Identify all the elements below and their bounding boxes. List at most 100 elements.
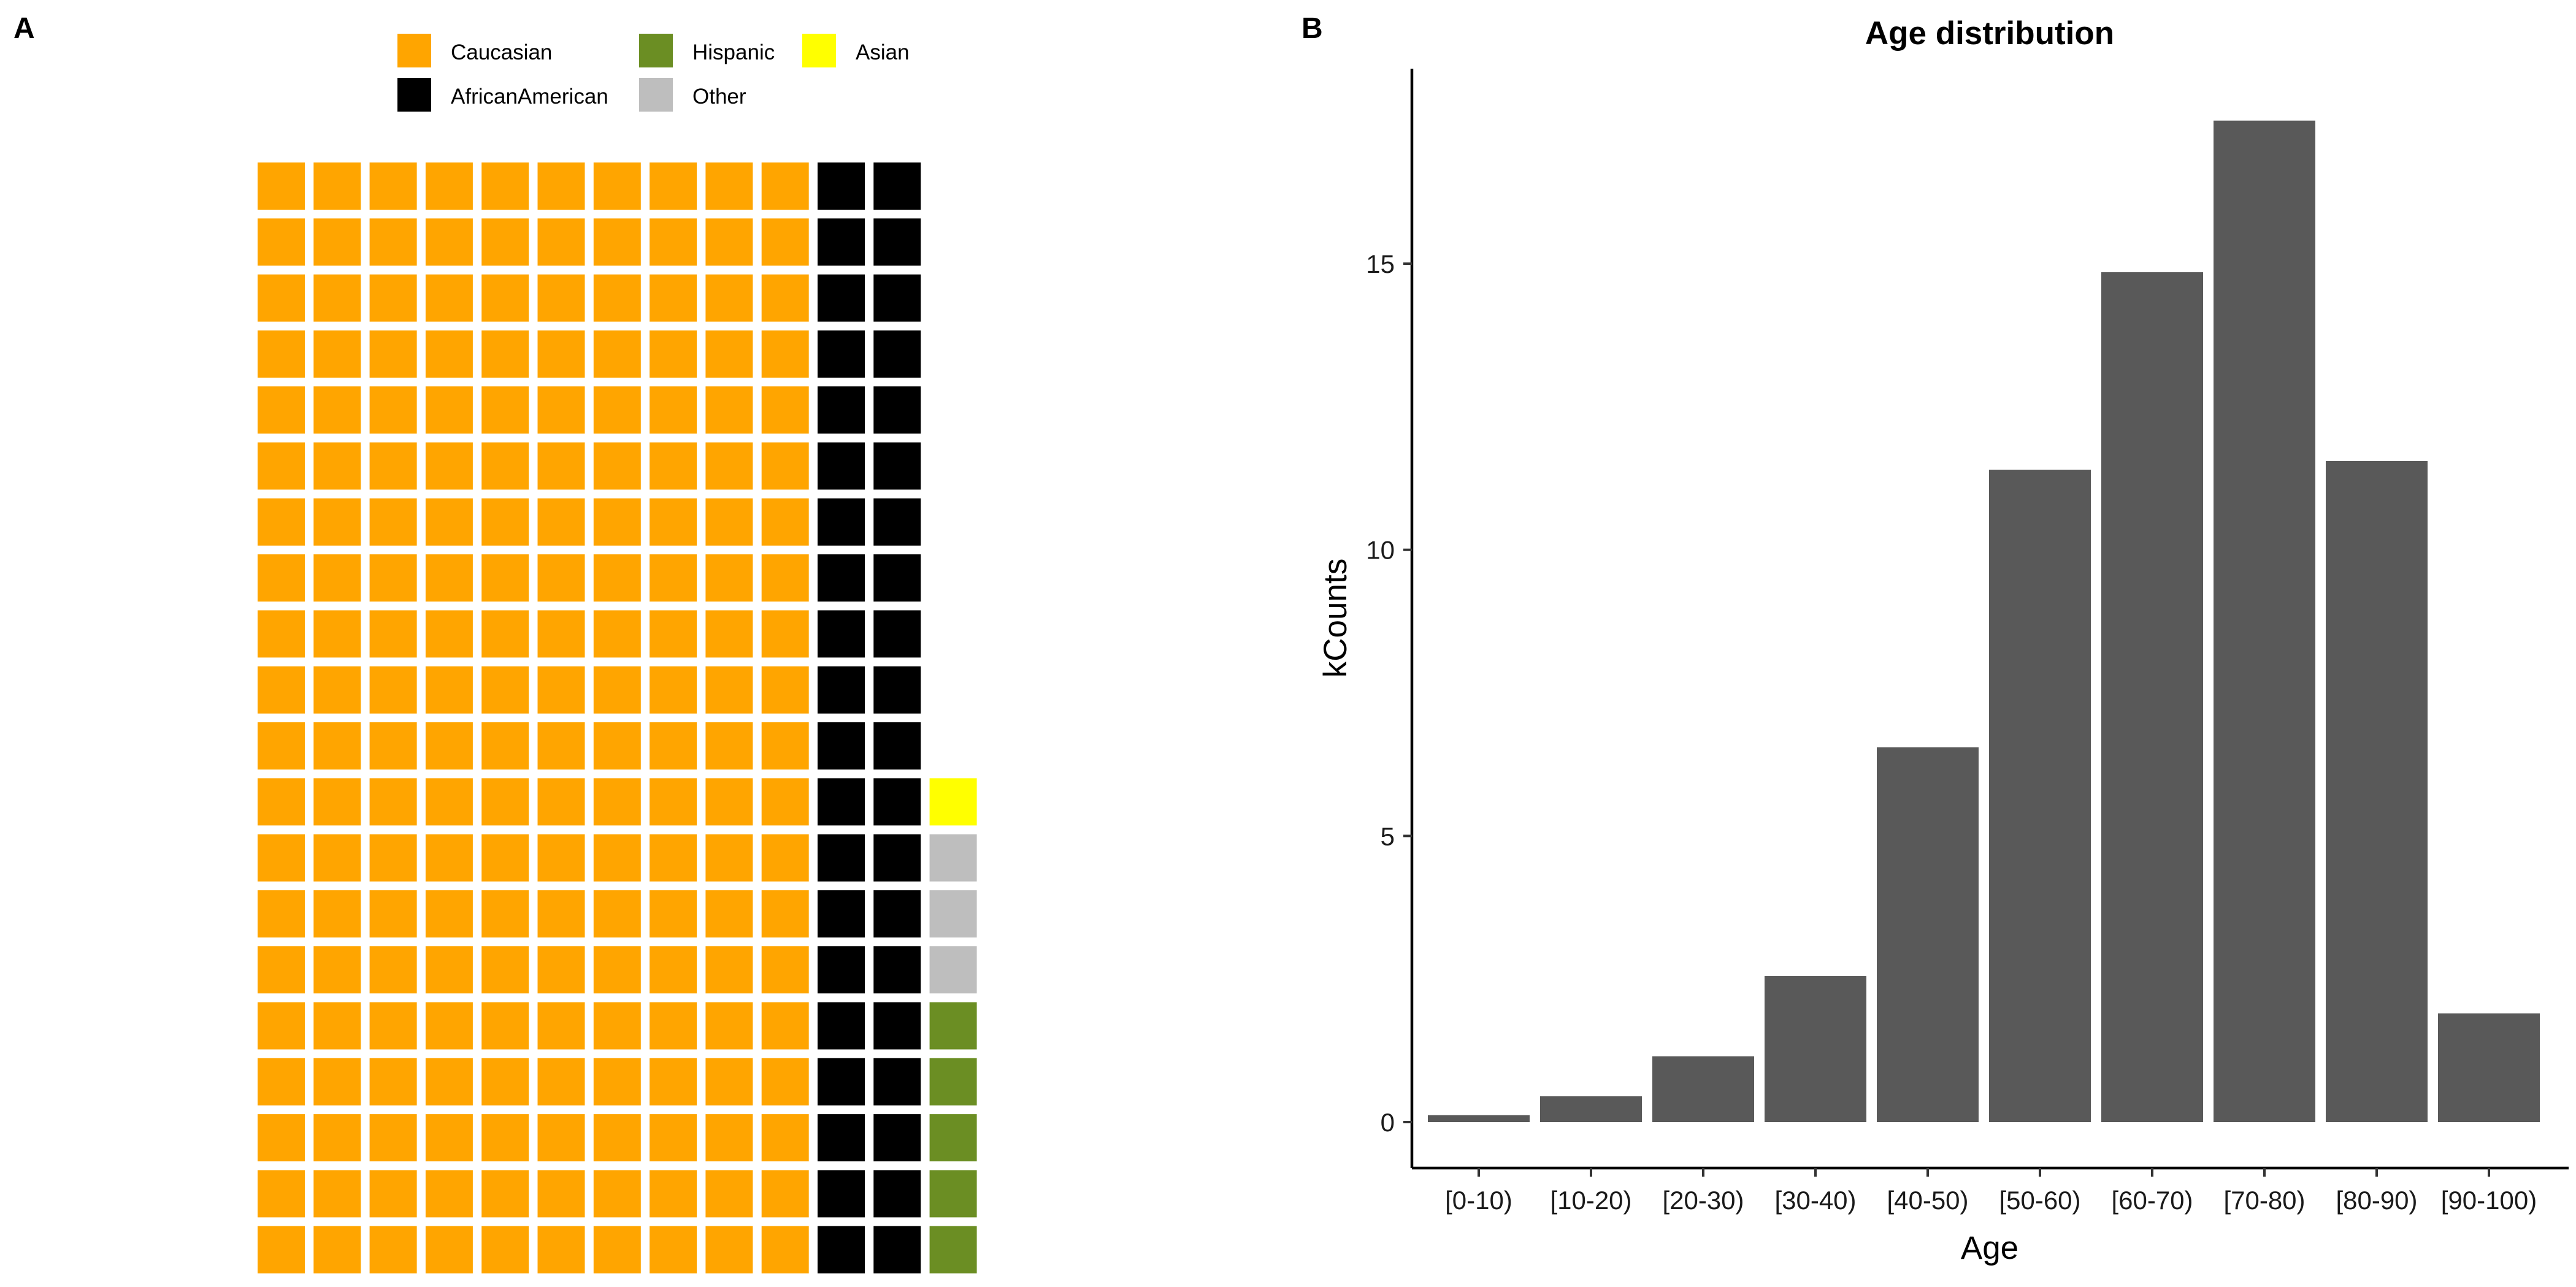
- waffle-cell-caucasian: [481, 778, 529, 826]
- waffle-cell-caucasian: [650, 610, 697, 658]
- waffle-cell-caucasian: [593, 330, 641, 378]
- waffle-cell-other: [929, 890, 977, 938]
- waffle-cell-caucasian: [258, 946, 305, 994]
- waffle-cell-caucasian: [481, 946, 529, 994]
- waffle-cell-africanamerican: [818, 890, 865, 938]
- waffle-cell-caucasian: [481, 1170, 529, 1218]
- waffle-cell-caucasian: [593, 162, 641, 210]
- waffle-cell-caucasian: [425, 498, 473, 546]
- waffle-cell-caucasian: [705, 946, 753, 994]
- waffle-cell-caucasian: [369, 1114, 417, 1162]
- waffle-cell-caucasian: [481, 274, 529, 322]
- waffle-cell-caucasian: [761, 666, 809, 714]
- waffle-cell-caucasian: [593, 274, 641, 322]
- waffle-cell-caucasian: [650, 778, 697, 826]
- waffle-cell-caucasian: [537, 274, 585, 322]
- waffle-cell-caucasian: [313, 1226, 361, 1274]
- waffle-cell-africanamerican: [873, 1226, 921, 1274]
- waffle-cell-caucasian: [425, 386, 473, 434]
- waffle-cell-africanamerican: [873, 666, 921, 714]
- waffle-cell-caucasian: [481, 330, 529, 378]
- y-tick-label: 10: [1366, 536, 1395, 565]
- waffle-cell-caucasian: [313, 1058, 361, 1106]
- waffle-cell-caucasian: [369, 330, 417, 378]
- waffle-cell-caucasian: [425, 442, 473, 490]
- waffle-cell-africanamerican: [873, 610, 921, 658]
- waffle-cell-caucasian: [593, 666, 641, 714]
- waffle-cell-caucasian: [593, 778, 641, 826]
- waffle-cell-africanamerican: [818, 162, 865, 210]
- x-axis-title: Age: [1961, 1230, 2018, 1266]
- y-axis-title: kCounts: [1317, 559, 1354, 678]
- waffle-cell-africanamerican: [873, 890, 921, 938]
- legend-item-hispanic: Hispanic: [639, 34, 775, 67]
- waffle-cell-caucasian: [425, 1058, 473, 1106]
- x-tick-label: [80-90): [2336, 1186, 2417, 1215]
- waffle-cell-caucasian: [425, 834, 473, 882]
- waffle-cell-africanamerican: [818, 778, 865, 826]
- bar-10-20: [1540, 1096, 1642, 1122]
- bar-70-80: [2214, 120, 2315, 1123]
- waffle-cell-africanamerican: [818, 1002, 865, 1050]
- legend-label-caucasian: Caucasian: [451, 40, 552, 64]
- waffle-cell-caucasian: [761, 610, 809, 658]
- waffle-cell-caucasian: [313, 386, 361, 434]
- waffle-cell-caucasian: [650, 722, 697, 770]
- waffle-cell-africanamerican: [873, 834, 921, 882]
- waffle-cell-caucasian: [705, 722, 753, 770]
- waffle-cell-caucasian: [650, 330, 697, 378]
- waffle-cell-africanamerican: [818, 666, 865, 714]
- waffle-cell-africanamerican: [873, 162, 921, 210]
- waffle-cell-caucasian: [761, 890, 809, 938]
- legend-item-africanamerican: AfricanAmerican: [397, 78, 608, 112]
- waffle-cell-caucasian: [705, 1002, 753, 1050]
- waffle-cell-caucasian: [258, 1002, 305, 1050]
- legend-item-caucasian: Caucasian: [397, 34, 552, 67]
- waffle-cell-caucasian: [258, 666, 305, 714]
- waffle-cell-caucasian: [537, 162, 585, 210]
- waffle-cell-caucasian: [650, 218, 697, 266]
- waffle-cell-caucasian: [593, 834, 641, 882]
- waffle-cell-caucasian: [313, 834, 361, 882]
- waffle-cell-caucasian: [650, 1226, 697, 1274]
- waffle-cell-caucasian: [369, 442, 417, 490]
- legend-label-asian: Asian: [856, 40, 910, 64]
- waffle-cell-hispanic: [929, 1058, 977, 1106]
- waffle-cell-caucasian: [705, 666, 753, 714]
- waffle-cell-caucasian: [650, 498, 697, 546]
- waffle-cell-africanamerican: [818, 1114, 865, 1162]
- waffle-cell-caucasian: [761, 778, 809, 826]
- waffle-cell-caucasian: [313, 330, 361, 378]
- waffle-cell-caucasian: [258, 386, 305, 434]
- waffle-cell-caucasian: [650, 1002, 697, 1050]
- legend-label-other: Other: [692, 85, 746, 109]
- waffle-cell-caucasian: [369, 666, 417, 714]
- waffle-cell-caucasian: [761, 1058, 809, 1106]
- waffle-cell-africanamerican: [818, 946, 865, 994]
- legend-swatch-hispanic: [639, 34, 673, 67]
- waffle-cell-caucasian: [650, 1170, 697, 1218]
- waffle-cell-caucasian: [313, 666, 361, 714]
- bar-30-40: [1765, 976, 1866, 1122]
- waffle-cell-caucasian: [369, 1058, 417, 1106]
- waffle-cell-caucasian: [481, 1002, 529, 1050]
- waffle-cell-caucasian: [481, 834, 529, 882]
- waffle-cell-africanamerican: [873, 498, 921, 546]
- waffle-cell-caucasian: [537, 386, 585, 434]
- waffle-cell-caucasian: [481, 666, 529, 714]
- waffle-cell-caucasian: [650, 162, 697, 210]
- waffle-cell-caucasian: [425, 1002, 473, 1050]
- waffle-cell-caucasian: [369, 162, 417, 210]
- waffle-cell-caucasian: [537, 554, 585, 602]
- waffle-cell-caucasian: [593, 1226, 641, 1274]
- legend-swatch-asian: [802, 34, 836, 67]
- waffle-cell-caucasian: [369, 1226, 417, 1274]
- y-tick-label: 15: [1366, 250, 1395, 278]
- waffle-cell-caucasian: [258, 162, 305, 210]
- waffle-cell-caucasian: [705, 554, 753, 602]
- waffle-cell-caucasian: [537, 442, 585, 490]
- waffle-cell-caucasian: [593, 890, 641, 938]
- waffle-cell-caucasian: [761, 834, 809, 882]
- waffle-cell-caucasian: [537, 890, 585, 938]
- waffle-cell-caucasian: [481, 722, 529, 770]
